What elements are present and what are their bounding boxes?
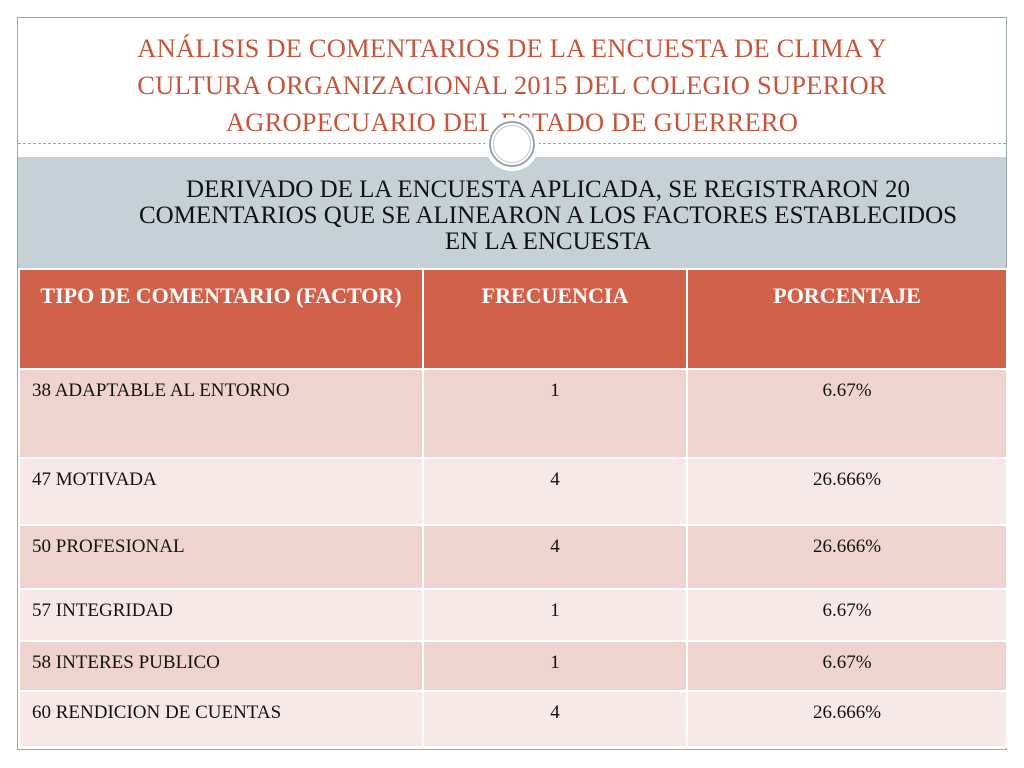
table-row: 57 INTEGRIDAD 1 6.67%	[18, 588, 1008, 642]
table-row: 38 ADAPTABLE AL ENTORNO 1 6.67%	[18, 368, 1008, 459]
subtitle-line-3: EN LA ENCUESTA	[444, 228, 652, 255]
table-row: 50 PROFESIONAL 4 26.666%	[18, 524, 1008, 590]
cell-porcentaje: 6.67%	[686, 368, 1008, 459]
title-line-2: CULTURA ORGANIZACIONAL 2015 DEL COLEGIO …	[137, 70, 887, 100]
header-tipo-comentario: TIPO DE COMENTARIO (FACTOR)	[18, 268, 424, 370]
cell-factor: 38 ADAPTABLE AL ENTORNO	[18, 368, 424, 459]
table-row: 47 MOTIVADA 4 26.666%	[18, 457, 1008, 526]
table-row: 60 RENDICION DE CUENTAS 4 26.666%	[18, 690, 1008, 748]
table-row: 58 INTERES PUBLICO 1 6.67%	[18, 640, 1008, 692]
cell-frecuencia: 4	[422, 457, 688, 526]
subtitle-text: DERIVADO DE LA ENCUESTA APLICADA, SE REG…	[88, 177, 1008, 255]
cell-porcentaje: 26.666%	[686, 524, 1008, 590]
cell-porcentaje: 26.666%	[686, 457, 1008, 526]
cell-factor: 60 RENDICION DE CUENTAS	[18, 690, 424, 748]
cell-frecuencia: 4	[422, 690, 688, 748]
slide-title: ANÁLISIS DE COMENTARIOS DE LA ENCUESTA D…	[48, 30, 976, 141]
cell-factor: 47 MOTIVADA	[18, 457, 424, 526]
cell-porcentaje: 26.666%	[686, 690, 1008, 748]
header-porcentaje: PORCENTAJE	[686, 268, 1008, 370]
circle-ornament-inner	[493, 125, 531, 163]
cell-porcentaje: 6.67%	[686, 640, 1008, 692]
cell-frecuencia: 1	[422, 368, 688, 459]
subtitle-band	[18, 157, 1006, 272]
cell-factor: 57 INTEGRIDAD	[18, 588, 424, 642]
header-frecuencia: FRECUENCIA	[422, 268, 688, 370]
cell-frecuencia: 4	[422, 524, 688, 590]
cell-frecuencia: 1	[422, 588, 688, 642]
cell-porcentaje: 6.67%	[686, 588, 1008, 642]
table-header-row: TIPO DE COMENTARIO (FACTOR) FRECUENCIA P…	[18, 268, 1008, 370]
title-line-1: ANÁLISIS DE COMENTARIOS DE LA ENCUESTA D…	[137, 33, 887, 63]
subtitle-line-2: COMENTARIOS QUE SE ALINEARON A LOS FACTO…	[138, 202, 958, 229]
cell-factor: 50 PROFESIONAL	[18, 524, 424, 590]
table-container: TIPO DE COMENTARIO (FACTOR) FRECUENCIA P…	[18, 268, 1008, 748]
subtitle-line-1: DERIVADO DE LA ENCUESTA APLICADA, SE REG…	[186, 176, 910, 203]
comments-table: TIPO DE COMENTARIO (FACTOR) FRECUENCIA P…	[18, 268, 1008, 748]
cell-factor: 58 INTERES PUBLICO	[18, 640, 424, 692]
cell-frecuencia: 1	[422, 640, 688, 692]
